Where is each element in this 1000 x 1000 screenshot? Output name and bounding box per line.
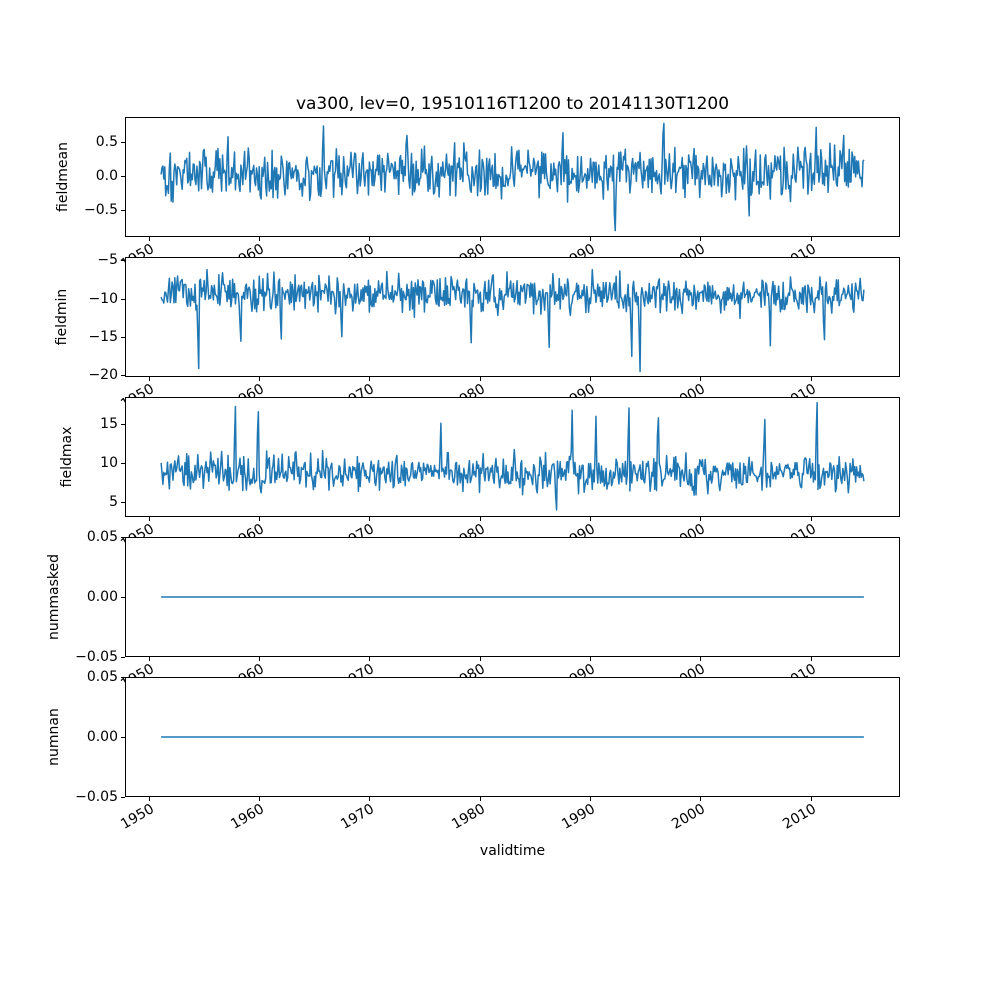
y-tick-mark	[121, 337, 125, 338]
x-tick-mark	[810, 517, 812, 521]
y-tick-mark	[121, 176, 125, 177]
fieldmin-series-line	[160, 268, 865, 373]
y-tick-label: 0.00	[86, 729, 118, 745]
nummasked-line-chart	[161, 596, 864, 598]
y-tick-label: 5	[109, 494, 118, 511]
y-tick-mark	[121, 299, 125, 300]
x-tick-mark	[479, 237, 481, 241]
x-tick-mark	[700, 797, 702, 801]
y-tick-mark	[121, 260, 125, 261]
y-tick-mark	[121, 597, 125, 598]
subplot-nummasked	[125, 537, 900, 657]
subplot-numnan	[125, 677, 900, 797]
x-tick-label: 2010	[779, 801, 819, 833]
y-tick-mark	[121, 210, 125, 211]
x-tick-mark	[259, 517, 260, 521]
x-tick-mark	[479, 657, 481, 661]
x-tick-mark	[148, 657, 150, 661]
y-tick-label: 0.00	[86, 589, 118, 605]
subplot-fieldmin	[125, 257, 900, 377]
y-tick-mark	[121, 375, 125, 376]
y-tick-label: −10	[88, 290, 118, 307]
x-tick-mark	[589, 377, 591, 381]
x-tick-label: 1990	[559, 801, 598, 833]
y-tick-mark	[121, 142, 125, 143]
y-tick-label: 0.05	[86, 529, 118, 545]
x-tick-mark	[810, 377, 812, 381]
y-tick-label: 0.5	[95, 133, 118, 150]
y-tick-mark	[121, 424, 125, 425]
x-tick-mark	[369, 657, 371, 661]
numnan-line-chart	[161, 736, 864, 738]
y-tick-mark	[121, 537, 125, 538]
x-tick-mark	[589, 517, 591, 521]
x-axis-label: validtime	[479, 843, 546, 859]
y-tick-mark	[121, 463, 125, 464]
y-tick-label: 10	[100, 455, 118, 472]
x-tick-mark	[148, 797, 150, 801]
x-tick-mark	[369, 517, 371, 521]
x-tick-mark	[589, 237, 591, 241]
x-tick-mark	[259, 657, 260, 661]
x-tick-mark	[259, 377, 260, 381]
y-tick-label: −0.05	[75, 789, 118, 805]
fieldmean-line-chart	[160, 122, 865, 232]
ylabel-fieldmax: fieldmax	[59, 426, 75, 488]
x-tick-mark	[259, 797, 260, 801]
x-tick-mark	[589, 797, 591, 801]
subplot-fieldmean	[125, 117, 900, 237]
y-tick-mark	[121, 657, 125, 658]
x-tick-mark	[148, 377, 150, 381]
x-tick-mark	[479, 377, 481, 381]
x-tick-label: 1950	[117, 801, 157, 833]
y-tick-label: −0.05	[75, 649, 118, 665]
x-tick-mark	[369, 377, 371, 381]
x-tick-mark	[810, 797, 812, 801]
ylabel-nummasked: nummasked	[46, 554, 62, 641]
x-tick-label: 1960	[228, 801, 268, 833]
y-tick-mark	[121, 737, 125, 738]
x-tick-mark	[369, 797, 371, 801]
x-tick-mark	[148, 517, 150, 521]
y-tick-label: −0.5	[84, 201, 118, 218]
fieldmax-series-line	[160, 401, 865, 511]
y-tick-mark	[121, 677, 125, 678]
x-tick-mark	[148, 237, 150, 241]
x-tick-mark	[589, 657, 591, 661]
figure-title: va300, lev=0, 19510116T1200 to 20141130T…	[295, 94, 730, 114]
x-tick-mark	[700, 657, 702, 661]
ylabel-fieldmin: fieldmin	[54, 288, 70, 346]
x-tick-mark	[810, 657, 812, 661]
y-tick-label: 0.0	[95, 167, 118, 184]
x-tick-mark	[700, 377, 702, 381]
x-tick-mark	[700, 517, 702, 521]
y-tick-label: 15	[100, 416, 118, 433]
x-tick-mark	[810, 237, 812, 241]
x-tick-label: 2000	[669, 801, 709, 833]
y-tick-label: −15	[88, 329, 118, 345]
fieldmin-line-chart	[160, 268, 865, 373]
x-tick-mark	[700, 237, 702, 241]
x-tick-mark	[479, 797, 481, 801]
ylabel-numnan: numnan	[46, 708, 62, 766]
y-tick-mark	[121, 797, 125, 798]
y-tick-label: 0.05	[86, 669, 118, 685]
subplot-fieldmax	[125, 397, 900, 517]
fieldmax-line-chart	[160, 401, 865, 511]
fieldmean-series-line	[160, 122, 865, 232]
y-tick-mark	[121, 502, 125, 503]
x-tick-mark	[369, 237, 371, 241]
y-tick-label: −5	[97, 252, 118, 269]
x-tick-mark	[479, 517, 481, 521]
y-tick-label: −20	[88, 367, 118, 384]
x-tick-label: 1980	[448, 801, 488, 833]
ylabel-fieldmean: fieldmean	[55, 142, 71, 212]
x-tick-mark	[259, 237, 260, 241]
x-tick-label: 1970	[338, 801, 378, 833]
